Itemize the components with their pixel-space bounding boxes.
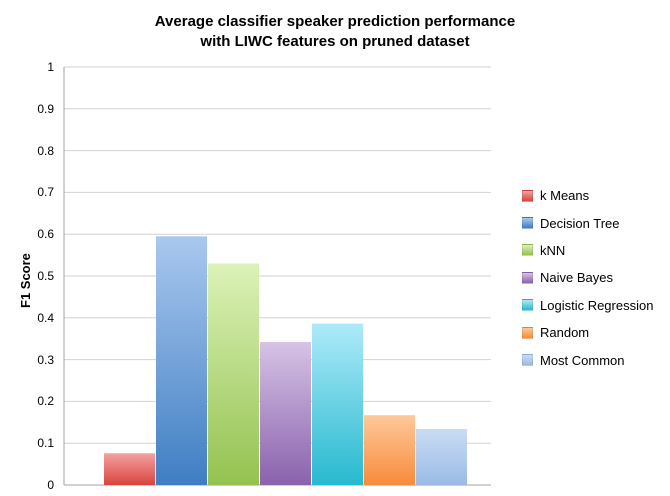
legend-item: kNN (522, 237, 653, 264)
legend-swatch (522, 299, 533, 312)
legend-item: k Means (522, 182, 653, 209)
legend-item: Naive Bayes (522, 264, 653, 291)
y-axis-label: F1 Score (18, 253, 33, 308)
bar-k-means (104, 453, 155, 485)
legend-swatch (522, 189, 533, 202)
legend-swatch (522, 326, 533, 339)
y-tick-label: 0.5 (37, 269, 54, 283)
chart-title-line-1: Average classifier speaker prediction pe… (154, 13, 516, 30)
legend-swatch (522, 354, 533, 367)
bar-decision-tree (156, 236, 207, 485)
legend-swatch (522, 271, 533, 284)
bar-knn (208, 263, 259, 485)
legend-item: Most Common (522, 346, 653, 373)
legend-label: k Means (540, 188, 590, 204)
legend-item: Random (522, 319, 653, 346)
bar-most-common (416, 428, 467, 485)
legend-label: kNN (540, 242, 566, 258)
legend-label: Naive Bayes (540, 270, 613, 286)
legend-label: Random (540, 325, 590, 341)
legend-item: Decision Tree (522, 209, 653, 236)
bar-naive-bayes (260, 342, 311, 485)
y-tick-label: 0.8 (37, 143, 54, 158)
bar-logistic-regression (312, 323, 363, 485)
legend-swatch (522, 244, 533, 257)
legend: k Means Decision Tree kNN Naive Bayes Logist… (522, 182, 653, 374)
y-tick-label: 1 (47, 60, 54, 74)
legend-swatch (522, 217, 533, 230)
y-tick-label: 0 (47, 478, 54, 492)
y-tick-label: 0.4 (37, 310, 54, 325)
y-tick-label: 0.1 (37, 436, 54, 451)
legend-label: Decision Tree (540, 215, 620, 231)
bar-random (364, 415, 415, 485)
y-tick-label: 0.3 (37, 352, 54, 367)
legend-label: Logistic Regression (540, 297, 654, 313)
legend-item: Logistic Regression (522, 292, 653, 319)
y-tick-label: 0.7 (37, 185, 54, 200)
y-tick-label: 0.6 (37, 227, 54, 242)
y-tick-label: 0.2 (37, 394, 54, 409)
chart-title-line-2: with LIWC features on pruned dataset (200, 33, 470, 50)
legend-label: Most Common (540, 352, 625, 368)
y-tick-label: 0.9 (37, 101, 54, 116)
